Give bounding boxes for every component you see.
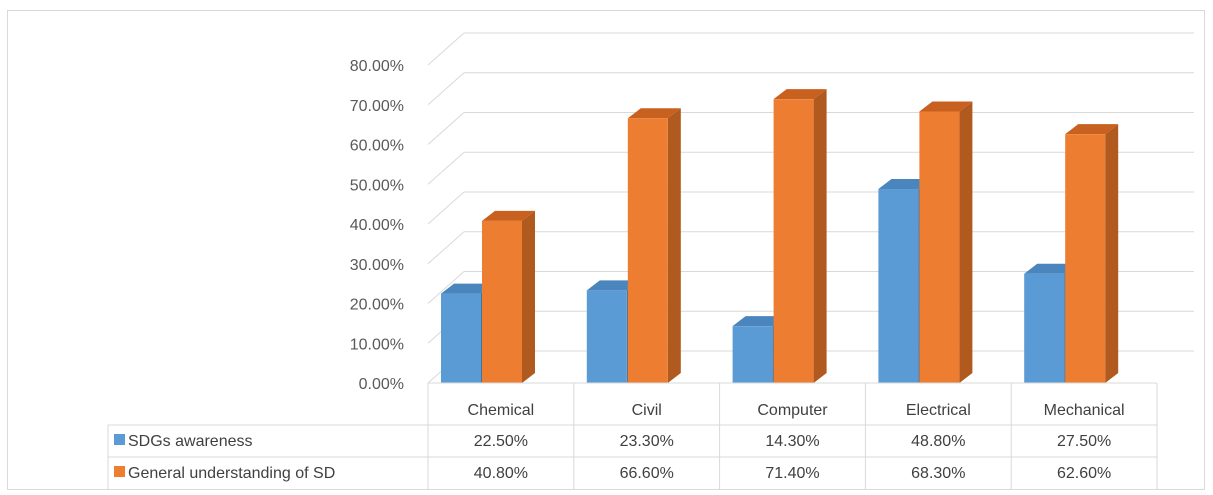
table-value-general-understanding-mechanical: 62.60% — [1057, 465, 1111, 482]
bar-sdgs-awareness-civil — [586, 290, 627, 383]
legend-label-general-understanding: General understanding of SD — [128, 465, 335, 482]
legend-key-general-understanding — [114, 466, 125, 477]
bar-sdgs-awareness-mechanical — [1024, 273, 1065, 383]
category-label-chemical: Chemical — [468, 402, 535, 419]
bar-general-understanding-chemical — [482, 220, 522, 383]
bar-general-understanding-computer-top — [773, 89, 827, 100]
bar-general-understanding-electrical-top — [919, 101, 973, 112]
gridline-side-6 — [427, 112, 465, 145]
legend-key-sdgs-awareness — [114, 434, 125, 445]
gridline-side-7 — [427, 72, 465, 106]
bar-general-understanding-civil-top — [627, 108, 681, 119]
bar-general-understanding-mechanical-side — [1105, 124, 1119, 383]
bar-general-understanding-chemical-top — [482, 210, 535, 221]
y-tick-label-2: 20.00% — [350, 297, 404, 314]
bar-sdgs-awareness-computer — [732, 326, 773, 383]
bar-sdgs-awareness-mechanical-top — [1024, 263, 1078, 274]
y-tick-label-7: 70.00% — [350, 98, 404, 115]
y-tick-label-6: 60.00% — [350, 138, 404, 155]
bar-sdgs-awareness-civil-top — [586, 280, 640, 291]
bar-general-understanding-electrical-side — [959, 101, 973, 383]
gridline-side-5 — [427, 151, 465, 185]
table-value-general-understanding-electrical: 68.30% — [911, 465, 965, 482]
gridline-side-3 — [427, 231, 465, 265]
chart: 0.00% 10.00% 20.00% 30.00% 40.00% 50.00% 60.00… — [107, 32, 1194, 489]
table-value-general-understanding-computer: 71.40% — [765, 465, 819, 482]
gridline-side-8 — [427, 32, 465, 66]
gridline-side-4 — [427, 191, 465, 225]
table-value-general-understanding-chemical: 40.80% — [474, 465, 528, 482]
bar-general-understanding-computer — [773, 99, 814, 383]
category-label-civil: Civil — [632, 402, 662, 419]
table-value-general-understanding-civil: 66.60% — [620, 465, 674, 482]
y-tick-label-8: 80.00% — [350, 58, 404, 75]
bar-sdgs-awareness-chemical — [441, 293, 481, 383]
bar-general-understanding-computer-side — [813, 89, 827, 383]
legend-label-sdgs-awareness: SDGs awareness — [128, 433, 253, 450]
table-value-sdgs-awareness-computer: 14.30% — [765, 433, 819, 450]
bar-sdgs-awareness-electrical-top — [878, 179, 932, 190]
table-value-sdgs-awareness-mechanical: 27.50% — [1057, 433, 1111, 450]
y-tick-label-0: 0.00% — [359, 376, 404, 393]
gridline-side-2 — [427, 271, 465, 304]
bar-general-understanding-chemical-side — [522, 210, 535, 383]
y-tick-label-4: 40.00% — [350, 217, 404, 234]
y-tick-label-3: 30.00% — [350, 257, 404, 274]
bar-general-understanding-mechanical-top — [1065, 124, 1119, 135]
category-label-computer: Computer — [757, 402, 828, 419]
bar-general-understanding-civil-side — [667, 108, 681, 383]
bar-general-understanding-civil — [627, 118, 668, 383]
category-label-mechanical: Mechanical — [1044, 402, 1125, 419]
table-value-sdgs-awareness-chemical: 22.50% — [474, 433, 528, 450]
y-tick-label-1: 10.00% — [350, 336, 404, 353]
bar-general-understanding-mechanical — [1065, 134, 1106, 383]
table-value-sdgs-awareness-civil: 23.30% — [620, 433, 674, 450]
category-label-electrical: Electrical — [906, 402, 971, 419]
bar-sdgs-awareness-computer-top — [732, 316, 786, 327]
bar-general-understanding-electrical — [919, 111, 960, 383]
y-tick-label-5: 50.00% — [350, 177, 404, 194]
bar-sdgs-awareness-electrical — [878, 189, 919, 383]
table-value-sdgs-awareness-electrical: 48.80% — [911, 433, 965, 450]
chart-frame: 0.00% 10.00% 20.00% 30.00% 40.00% 50.00% 60.00… — [7, 10, 1205, 490]
bar-sdgs-awareness-chemical-top — [441, 283, 494, 294]
